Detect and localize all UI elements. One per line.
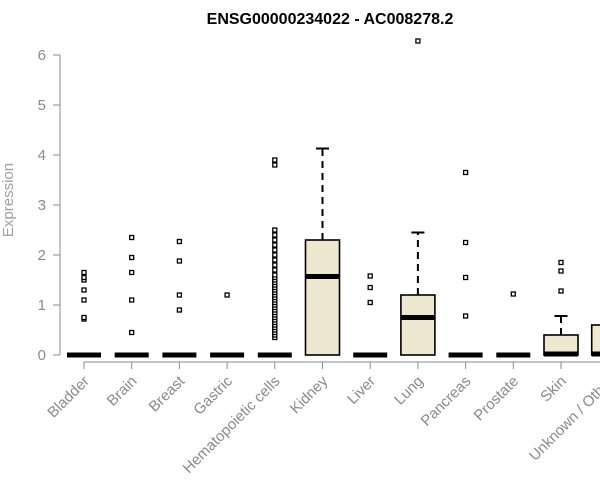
box-group — [496, 291, 531, 358]
outlier-point — [272, 257, 278, 263]
box-body — [304, 239, 341, 356]
outlier-point — [272, 237, 278, 243]
y-tick-label: 3 — [38, 197, 46, 214]
x-tick-label: Lung — [391, 373, 427, 409]
x-tick-label: Prostate — [471, 373, 523, 425]
outlier-point — [367, 284, 373, 291]
y-axis-label: Expression — [0, 163, 17, 237]
box-group — [162, 238, 197, 358]
x-tick-label: Breast — [146, 372, 189, 415]
x-tick-label: Liver — [344, 373, 379, 408]
outlier-point — [176, 292, 183, 298]
outlier-point — [558, 259, 564, 266]
x-tick-label: Bladder — [44, 373, 93, 422]
outlier-point — [176, 307, 183, 313]
y-tick-label: 4 — [38, 147, 46, 164]
x-tick-label: Brain — [104, 373, 141, 410]
outlier-point — [81, 287, 87, 293]
box-group — [114, 234, 149, 358]
box-group — [210, 292, 245, 358]
outlier-point — [558, 288, 564, 294]
outlier-point — [462, 313, 469, 319]
outlier-point — [176, 238, 183, 245]
outlier-point — [81, 314, 87, 321]
outlier-point — [510, 291, 516, 297]
box-group — [543, 259, 579, 357]
outlier-point — [81, 269, 87, 276]
outlier-point — [462, 239, 469, 246]
outlier-point — [415, 38, 421, 44]
x-tick-label: Pancreas — [418, 373, 475, 430]
box-group — [400, 38, 436, 356]
box-group — [353, 273, 388, 358]
box-group — [448, 169, 483, 358]
outlier-point — [272, 272, 278, 278]
outlier-point — [224, 292, 230, 298]
y-tick-label: 2 — [38, 247, 46, 264]
box-group — [304, 147, 341, 356]
outlier-point — [367, 299, 373, 306]
boxes-group — [67, 38, 600, 358]
outlier-point — [129, 297, 135, 303]
outlier-point — [129, 269, 135, 276]
outlier-point — [272, 157, 278, 163]
outlier-point — [367, 273, 373, 279]
x-tick-label: Gastric — [190, 372, 236, 418]
x-tick-label: Kidney — [287, 372, 332, 417]
outlier-point — [272, 162, 278, 168]
y-tick-label: 0 — [38, 347, 46, 364]
outlier-point — [462, 169, 469, 176]
outlier-point — [272, 232, 278, 238]
y-tick-label: 5 — [38, 97, 46, 114]
outlier-point — [81, 274, 87, 281]
box-group — [67, 269, 101, 358]
box-body — [590, 324, 600, 356]
outlier-point — [81, 297, 87, 303]
outlier-point — [272, 242, 278, 248]
outlier-point — [129, 254, 135, 261]
y-axis: 0 1 2 3 4 5 6 — [38, 47, 61, 364]
x-tick-label: Skin — [537, 373, 570, 406]
outlier-point — [129, 329, 135, 336]
outlier-point — [129, 234, 135, 241]
box-group — [590, 324, 600, 357]
outlier-point — [272, 247, 278, 253]
box-body — [400, 294, 436, 356]
y-tick-label: 6 — [38, 47, 46, 64]
outlier-point — [462, 274, 469, 281]
outlier-point — [272, 227, 278, 233]
outlier-point — [558, 268, 564, 274]
box-group — [257, 157, 292, 358]
outlier-point — [272, 262, 278, 268]
outlier-point — [272, 252, 278, 258]
outlier-point — [176, 258, 183, 264]
y-tick-label: 1 — [38, 297, 46, 314]
outlier-point — [272, 267, 278, 273]
chart-title: ENSG00000234022 - AC008278.2 — [207, 11, 454, 28]
